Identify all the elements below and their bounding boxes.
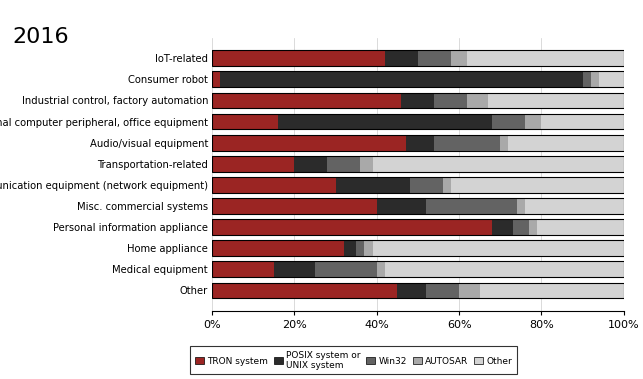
- Bar: [488, 92, 624, 108]
- Bar: [212, 198, 624, 214]
- Bar: [525, 198, 624, 214]
- Bar: [385, 262, 624, 277]
- Bar: [451, 50, 467, 66]
- Bar: [385, 50, 418, 66]
- Bar: [212, 135, 624, 150]
- Bar: [294, 156, 327, 172]
- Bar: [401, 92, 435, 108]
- Bar: [212, 219, 624, 235]
- Bar: [426, 198, 517, 214]
- Bar: [410, 177, 442, 193]
- Bar: [212, 240, 344, 256]
- Bar: [212, 262, 274, 277]
- Bar: [435, 135, 500, 150]
- Bar: [212, 240, 624, 256]
- Bar: [212, 71, 221, 87]
- Bar: [500, 135, 509, 150]
- Bar: [373, 156, 624, 172]
- Legend: TRON system, POSIX system or
UNIX system, Win32, AUTOSAR, Other: TRON system, POSIX system or UNIX system…: [190, 346, 517, 374]
- Bar: [373, 240, 624, 256]
- Bar: [212, 219, 492, 235]
- Bar: [212, 156, 294, 172]
- Bar: [512, 219, 529, 235]
- Bar: [212, 177, 624, 193]
- Bar: [212, 135, 406, 150]
- Bar: [451, 177, 624, 193]
- Bar: [435, 92, 467, 108]
- Bar: [344, 240, 356, 256]
- Bar: [212, 262, 624, 277]
- Bar: [360, 156, 373, 172]
- Bar: [480, 282, 624, 298]
- Bar: [467, 50, 624, 66]
- Bar: [426, 282, 459, 298]
- Bar: [406, 135, 435, 150]
- Text: 2016: 2016: [13, 27, 69, 47]
- Bar: [591, 71, 599, 87]
- Bar: [212, 50, 385, 66]
- Bar: [212, 282, 397, 298]
- Bar: [212, 92, 624, 108]
- Bar: [583, 71, 591, 87]
- Bar: [336, 177, 410, 193]
- Bar: [212, 198, 377, 214]
- Bar: [212, 114, 624, 130]
- Bar: [492, 114, 525, 130]
- Bar: [418, 50, 451, 66]
- Bar: [212, 156, 624, 172]
- Bar: [459, 282, 480, 298]
- Bar: [509, 135, 624, 150]
- Bar: [529, 219, 538, 235]
- Bar: [525, 114, 541, 130]
- Bar: [397, 282, 426, 298]
- Bar: [212, 50, 624, 66]
- Bar: [517, 198, 525, 214]
- Bar: [365, 240, 373, 256]
- Bar: [212, 71, 624, 87]
- Bar: [467, 92, 488, 108]
- Bar: [538, 219, 624, 235]
- Bar: [442, 177, 451, 193]
- Bar: [356, 240, 365, 256]
- Bar: [212, 282, 624, 298]
- Bar: [212, 92, 401, 108]
- Bar: [377, 262, 385, 277]
- Bar: [377, 198, 426, 214]
- Bar: [492, 219, 512, 235]
- Bar: [278, 114, 492, 130]
- Bar: [221, 71, 583, 87]
- Bar: [274, 262, 315, 277]
- Bar: [327, 156, 360, 172]
- Bar: [212, 114, 278, 130]
- Bar: [315, 262, 377, 277]
- Bar: [599, 71, 624, 87]
- Bar: [212, 177, 336, 193]
- Bar: [541, 114, 624, 130]
